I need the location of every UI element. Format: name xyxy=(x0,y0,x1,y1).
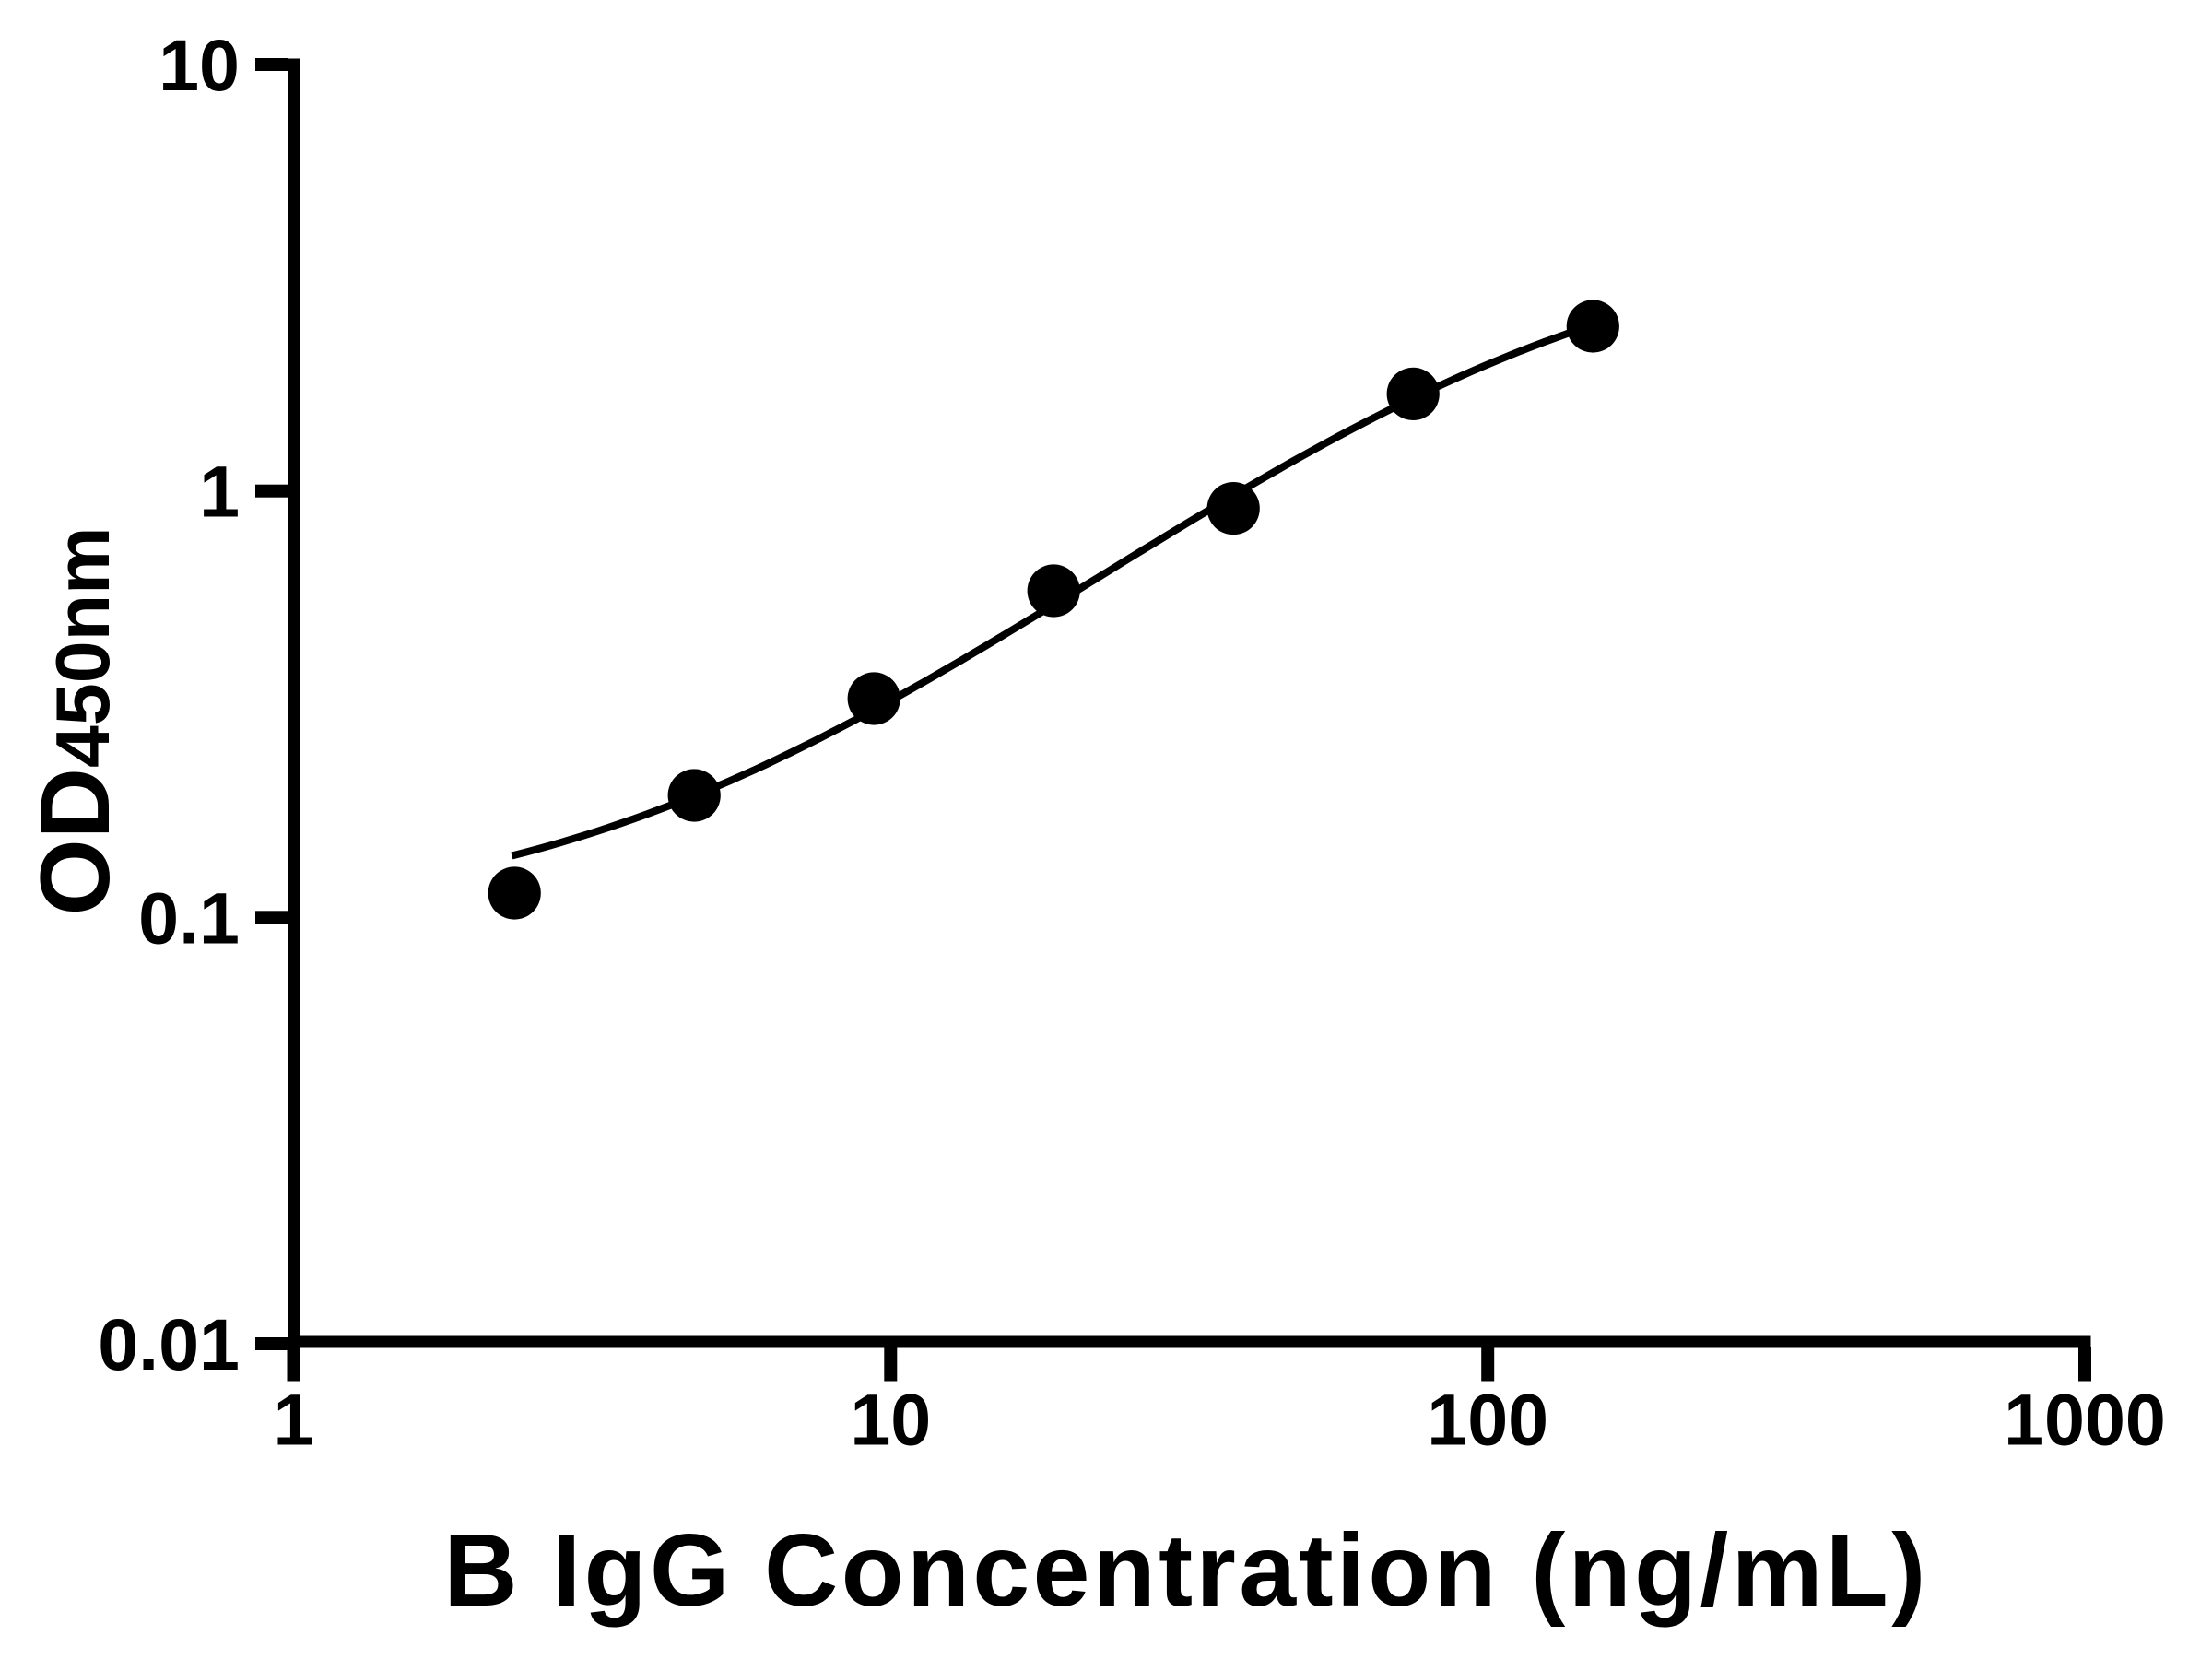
svg-text:1: 1 xyxy=(199,451,240,533)
svg-text:0.1: 0.1 xyxy=(138,877,240,959)
svg-text:B IgG Concentration (ng/mL): B IgG Concentration (ng/mL) xyxy=(443,1513,1928,1628)
svg-text:100: 100 xyxy=(1427,1379,1548,1461)
svg-text:10: 10 xyxy=(159,24,240,106)
svg-text:1000: 1000 xyxy=(2004,1379,2166,1461)
svg-text:OD450nm: OD450nm xyxy=(19,527,130,916)
svg-text:1: 1 xyxy=(274,1379,314,1461)
svg-text:10: 10 xyxy=(850,1379,931,1461)
svg-text:0.01: 0.01 xyxy=(98,1303,240,1385)
